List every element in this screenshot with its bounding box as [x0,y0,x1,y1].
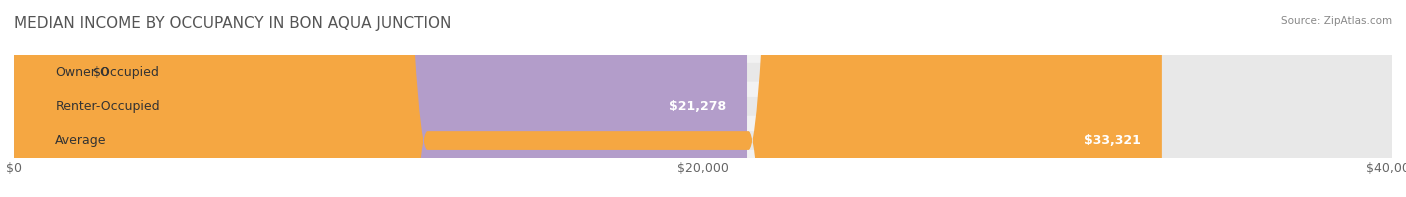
FancyBboxPatch shape [14,0,1392,197]
Text: Renter-Occupied: Renter-Occupied [55,100,160,113]
Text: Average: Average [55,134,107,147]
Text: $21,278: $21,278 [669,100,727,113]
Text: MEDIAN INCOME BY OCCUPANCY IN BON AQUA JUNCTION: MEDIAN INCOME BY OCCUPANCY IN BON AQUA J… [14,16,451,31]
Text: $0: $0 [93,66,110,79]
FancyBboxPatch shape [0,0,427,197]
FancyBboxPatch shape [14,0,1392,197]
Text: Source: ZipAtlas.com: Source: ZipAtlas.com [1281,16,1392,26]
Text: $33,321: $33,321 [1084,134,1142,147]
FancyBboxPatch shape [14,0,1161,197]
Text: Owner-Occupied: Owner-Occupied [55,66,159,79]
FancyBboxPatch shape [14,0,1392,197]
FancyBboxPatch shape [14,0,747,197]
